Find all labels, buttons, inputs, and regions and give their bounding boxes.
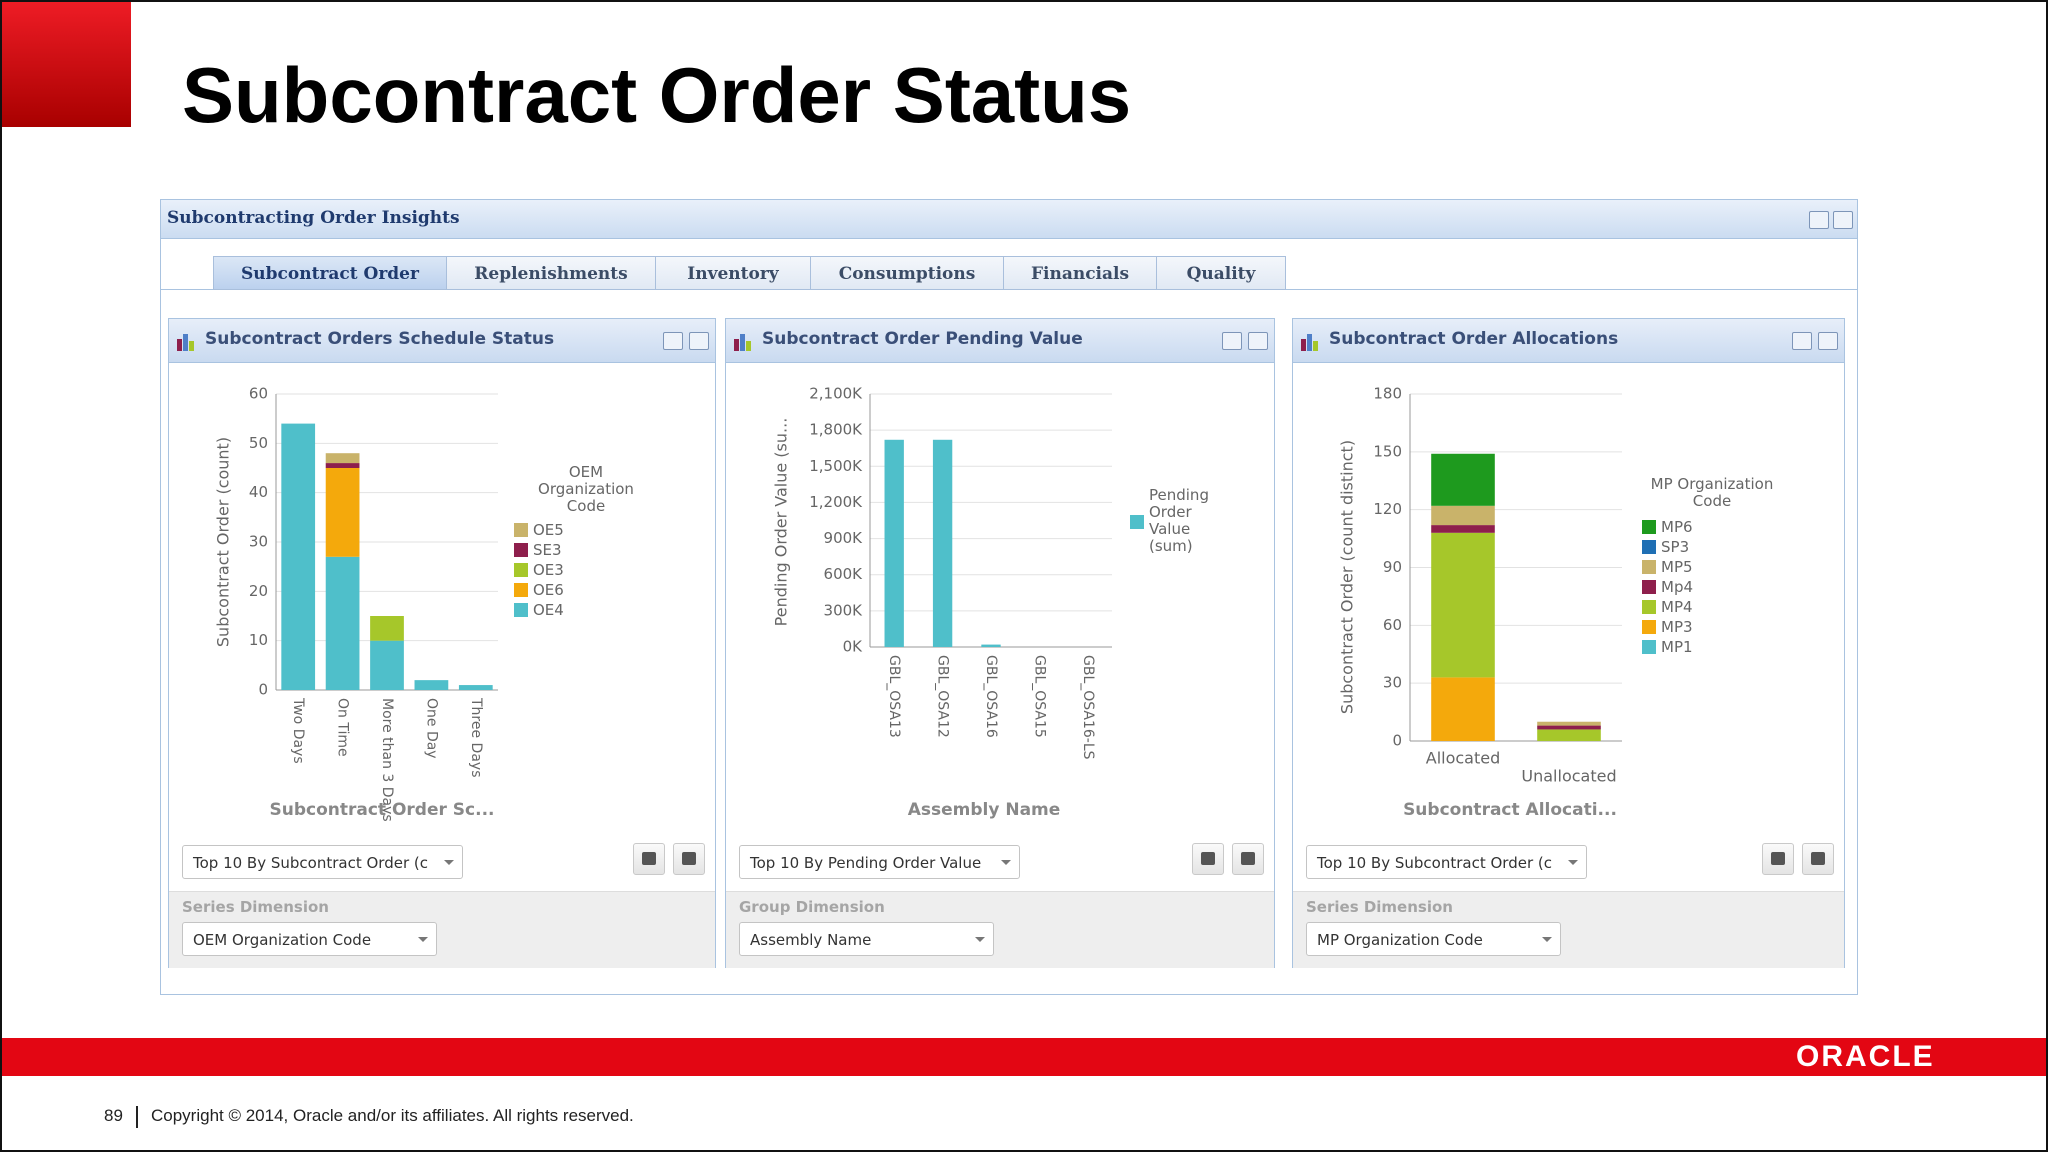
slide-title: Subcontract Order Status bbox=[182, 51, 1132, 139]
export-button[interactable] bbox=[673, 843, 705, 875]
tab[interactable]: Replenishments bbox=[446, 256, 656, 290]
legend-label: Mp4 bbox=[1661, 578, 1694, 596]
chart-icon-bar bbox=[1313, 341, 1318, 351]
portlet: Subcontract Order Pending Value Top 10 By… bbox=[725, 318, 1275, 968]
dimension-section: Series Dimension OEM Organization Code bbox=[169, 891, 715, 968]
chart-icon-bar bbox=[734, 339, 739, 351]
minimize-button[interactable] bbox=[663, 332, 683, 350]
copyright: Copyright © 2014, Oracle and/or its affi… bbox=[151, 1106, 634, 1125]
dimension-section: Series Dimension MP Organization Code bbox=[1293, 891, 1844, 968]
tab[interactable]: Subcontract Order bbox=[213, 256, 447, 290]
portlet-header: Subcontract Order Pending Value bbox=[726, 319, 1274, 363]
portlet-header: Subcontract Order Allocations bbox=[1293, 319, 1844, 363]
top-n-selector[interactable]: Top 10 By Subcontract Order (c bbox=[1306, 845, 1587, 879]
print-button[interactable] bbox=[1192, 843, 1224, 875]
portlet-title: Subcontract Order Allocations bbox=[1329, 329, 1619, 349]
legend-label: MP5 bbox=[1661, 558, 1693, 576]
portlet: Subcontract Orders Schedule Status Top 10… bbox=[168, 318, 716, 968]
dimension-label: Series Dimension bbox=[1306, 898, 1453, 916]
dimension-selector[interactable]: Assembly Name bbox=[739, 922, 994, 956]
portlet: Subcontract Order Allocations Top 10 By S… bbox=[1292, 318, 1845, 968]
top-n-selector[interactable]: Top 10 By Subcontract Order (c bbox=[182, 845, 463, 879]
legend-label: SP3 bbox=[1661, 538, 1690, 556]
legend-label: OE6 bbox=[533, 581, 564, 599]
chart-icon bbox=[177, 331, 197, 351]
dimension-section: Group Dimension Assembly Name bbox=[726, 891, 1274, 968]
top-n-selector[interactable]: Top 10 By Pending Order Value bbox=[739, 845, 1020, 879]
dimension-label: Group Dimension bbox=[739, 898, 885, 916]
maximize-button[interactable] bbox=[1818, 332, 1838, 350]
minimize-button[interactable] bbox=[1792, 332, 1812, 350]
minimize-button[interactable] bbox=[1222, 332, 1242, 350]
legend-title: MP Organization Code bbox=[1650, 475, 1774, 510]
tab[interactable]: Financials bbox=[1003, 256, 1157, 290]
dimension-selector[interactable]: OEM Organization Code bbox=[182, 922, 437, 956]
portlet-title: Subcontract Order Pending Value bbox=[762, 329, 1083, 349]
footer-separator bbox=[136, 1106, 138, 1128]
panel-header: Subcontracting Order Insights bbox=[161, 200, 1857, 239]
dimension-selector[interactable]: MP Organization Code bbox=[1306, 922, 1561, 956]
export-button[interactable] bbox=[1232, 843, 1264, 875]
tab[interactable]: Quality bbox=[1156, 256, 1286, 290]
chart-icon-bar bbox=[1301, 339, 1306, 351]
chart-icon-bar bbox=[740, 334, 745, 351]
legend-label: OE4 bbox=[533, 601, 564, 619]
legend-label: SE3 bbox=[533, 541, 562, 559]
panel-title: Subcontracting Order Insights bbox=[167, 208, 460, 228]
chart-icon-bar bbox=[177, 339, 182, 351]
legend-label: MP1 bbox=[1661, 638, 1693, 656]
legend-label: MP3 bbox=[1661, 618, 1693, 636]
legend-title: OEM Organization Code bbox=[538, 463, 634, 515]
legend-label: OE3 bbox=[533, 561, 564, 579]
portlet-title: Subcontract Orders Schedule Status bbox=[205, 329, 555, 349]
legend-label: OE5 bbox=[533, 521, 564, 539]
minimize-button[interactable] bbox=[1809, 211, 1829, 229]
chart-icon-bar bbox=[183, 334, 188, 351]
maximize-button[interactable] bbox=[1248, 332, 1268, 350]
chart-icon-bar bbox=[189, 341, 194, 351]
tab[interactable]: Consumptions bbox=[810, 256, 1004, 290]
legend-label: Pending Order Value (sum) bbox=[1149, 486, 1209, 555]
print-button[interactable] bbox=[1762, 843, 1794, 875]
chart-icon bbox=[734, 331, 754, 351]
dimension-label: Series Dimension bbox=[182, 898, 329, 916]
portlet-header: Subcontract Orders Schedule Status bbox=[169, 319, 715, 363]
maximize-button[interactable] bbox=[1833, 211, 1853, 229]
legend-label: MP6 bbox=[1661, 518, 1693, 536]
footer-band: ORACLE bbox=[2, 1038, 2046, 1076]
legend-label: MP4 bbox=[1661, 598, 1693, 616]
brand-square bbox=[2, 2, 131, 127]
maximize-button[interactable] bbox=[689, 332, 709, 350]
chart-icon-bar bbox=[1307, 334, 1312, 351]
export-button[interactable] bbox=[1802, 843, 1834, 875]
chart-icon-bar bbox=[746, 341, 751, 351]
page-number: 89 bbox=[104, 1106, 123, 1125]
tab[interactable]: Inventory bbox=[655, 256, 811, 290]
chart-icon bbox=[1301, 331, 1321, 351]
oracle-logo: ORACLE bbox=[1796, 1040, 1935, 1073]
print-button[interactable] bbox=[633, 843, 665, 875]
